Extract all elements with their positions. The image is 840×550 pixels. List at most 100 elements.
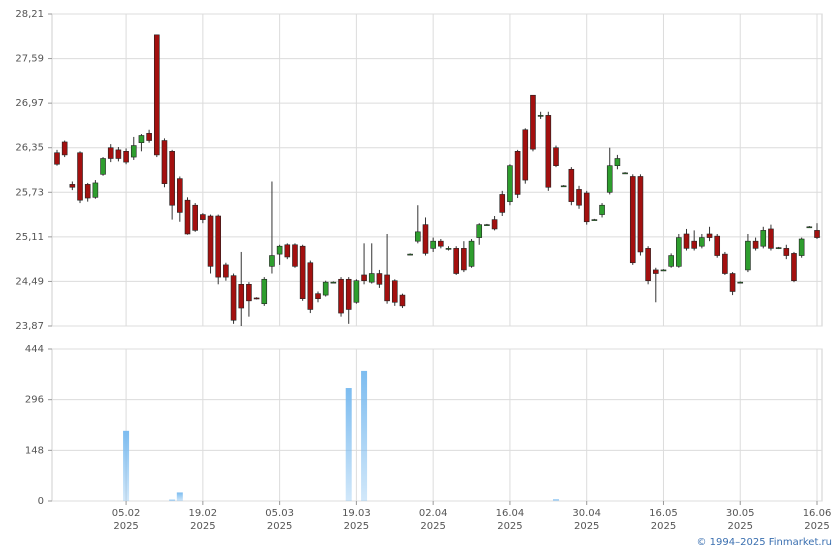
candle-body [576, 189, 582, 206]
candle-body [583, 192, 590, 223]
candle-body [768, 228, 774, 249]
candle-body [699, 237, 705, 247]
candle-body [430, 240, 436, 249]
candle-body [299, 245, 306, 299]
candle-body [545, 115, 552, 188]
candle-body [422, 224, 429, 254]
candle-body [537, 115, 544, 117]
candle-body [345, 278, 352, 310]
candle-body [706, 233, 713, 238]
candle-body [622, 172, 628, 175]
y-tick-label: 26,97 [15, 98, 44, 109]
y-tick-label: 25,11 [15, 232, 44, 243]
x-tick-year: 2025 [420, 521, 445, 532]
x-tick-year: 2025 [344, 521, 369, 532]
candle-body [683, 233, 690, 249]
candle-body [591, 219, 598, 221]
x-tick-label: 30.04 [572, 508, 601, 519]
candle-body [729, 273, 736, 292]
candle-body [54, 152, 60, 165]
x-tick-year: 2025 [497, 521, 522, 532]
y-tick-label: 27,59 [15, 54, 44, 65]
candle-body [553, 147, 559, 166]
candle-body [153, 34, 160, 156]
candle-body [499, 194, 506, 213]
volume-bar [552, 499, 559, 501]
candle-body [161, 140, 168, 184]
price-panel [51, 13, 823, 327]
candle-body [798, 238, 805, 256]
candle-body [507, 165, 513, 202]
candle-body [115, 149, 122, 159]
candle-body [177, 178, 183, 213]
candle-body [791, 253, 797, 282]
candle-body [399, 294, 406, 307]
candle-body [215, 215, 222, 278]
candle-body [760, 230, 767, 247]
candle-body [330, 281, 337, 284]
x-tick-year: 2025 [113, 521, 138, 532]
x-tick-year: 2025 [190, 521, 215, 532]
candle-body [445, 248, 452, 250]
candle-body [276, 245, 283, 255]
candle-body [338, 278, 344, 314]
candle-body [284, 244, 291, 258]
y2-tick-label: 0 [38, 496, 44, 507]
candle-body [491, 219, 498, 230]
candle-body [84, 184, 91, 199]
y-tick-label: 24,49 [15, 276, 44, 287]
candle-body [92, 182, 99, 198]
candle-body [123, 151, 129, 163]
y-tick-label: 26,35 [15, 143, 44, 154]
x-tick-year: 2025 [804, 521, 829, 532]
x-tick-year: 2025 [574, 521, 599, 532]
candle-body [783, 248, 790, 256]
candle-body [69, 184, 76, 188]
candle-body [322, 281, 329, 296]
candle-body [691, 240, 697, 249]
volume-bar [176, 492, 183, 501]
candle-body [599, 204, 605, 215]
candle-body [138, 135, 145, 143]
footer[interactable]: © 1994–2025 Finmarket.ru [696, 537, 832, 548]
candle-body [568, 168, 575, 202]
candle-body [560, 185, 567, 188]
candle-body [407, 253, 413, 256]
candle-body [146, 133, 152, 141]
volume-bar [345, 388, 352, 501]
candle-body [415, 231, 421, 242]
candle-body [461, 248, 467, 271]
candle-body [269, 255, 275, 267]
y2-tick-label: 148 [25, 445, 44, 456]
candle-body [207, 215, 214, 267]
candle-body [307, 262, 314, 310]
candle-body [107, 147, 114, 159]
candle-body [223, 264, 229, 278]
candle-body [606, 165, 613, 193]
candle-body [722, 253, 728, 274]
candle-body [353, 280, 360, 303]
x-tick-year: 2025 [651, 521, 676, 532]
candle-body [530, 94, 536, 150]
volume-bar [361, 370, 368, 501]
candle-body [230, 275, 237, 321]
y-tick-label: 25,73 [15, 187, 44, 198]
candle-body [438, 240, 444, 247]
candle-body [453, 248, 459, 274]
x-tick-label: 19.02 [189, 508, 218, 519]
candle-body [745, 240, 751, 271]
volume-panel [51, 348, 823, 502]
candle-body [292, 244, 298, 267]
candle-body [676, 237, 682, 267]
x-tick-label: 30.05 [726, 508, 755, 519]
x-tick-label: 16.06 [803, 508, 832, 519]
candle-body [752, 240, 759, 249]
candle-body [130, 145, 137, 158]
candle-body [384, 274, 390, 302]
candle-body [814, 230, 820, 238]
candle-body [361, 274, 367, 282]
candle-body [391, 280, 398, 303]
candle-body [806, 226, 813, 229]
x-tick-label: 16.05 [649, 508, 678, 519]
